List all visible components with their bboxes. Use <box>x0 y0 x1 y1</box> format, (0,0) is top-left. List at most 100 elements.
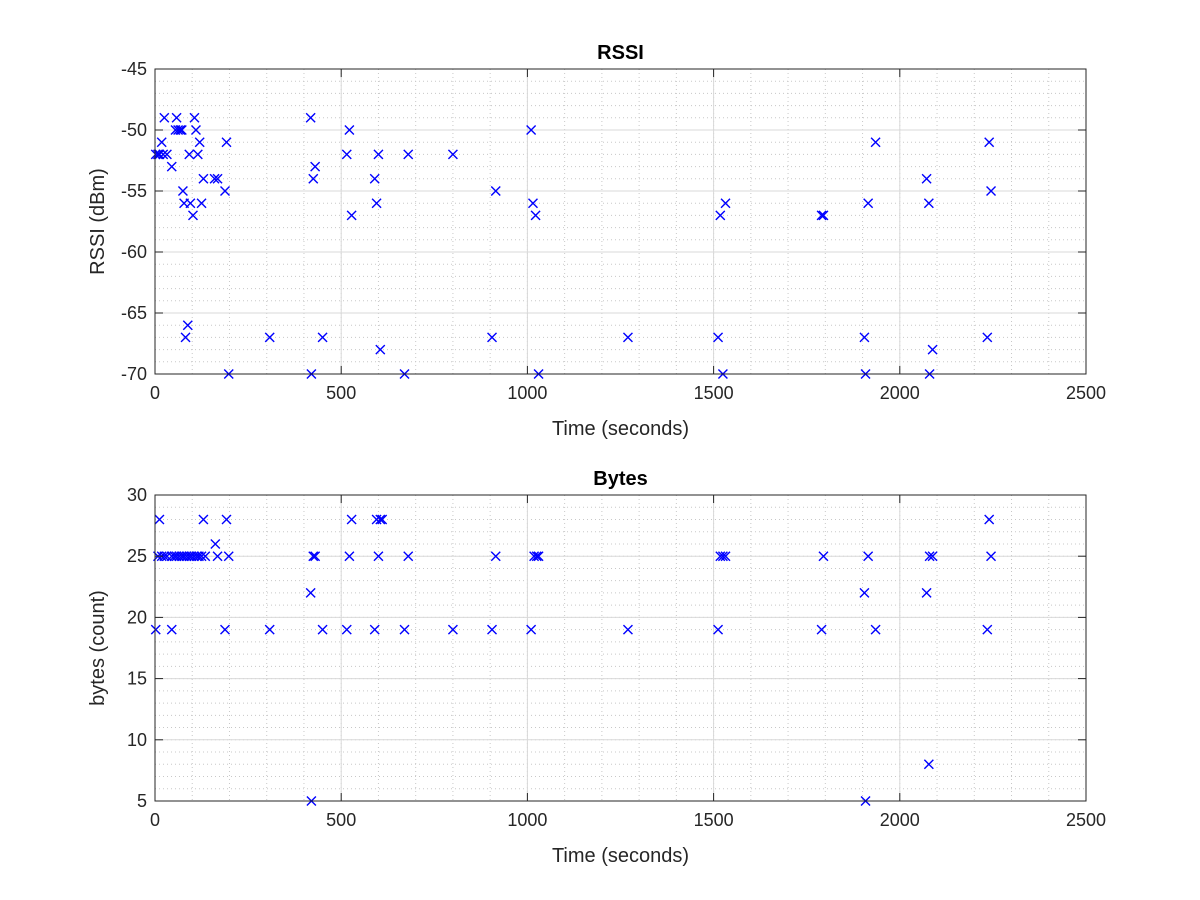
bytes-data-point <box>447 624 458 635</box>
bytes-data-point <box>927 551 938 562</box>
rssi-x-tick-label: 0 <box>150 383 160 403</box>
bytes-data-point <box>713 624 724 635</box>
rssi-data-point <box>192 149 203 160</box>
rssi-data-point <box>490 186 501 196</box>
bytes-y-tick-label: 20 <box>127 607 147 627</box>
rssi-data-point <box>527 198 538 209</box>
rssi-data-point <box>158 149 169 160</box>
bytes-data-point <box>341 624 352 635</box>
rssi-data-point <box>173 125 184 135</box>
bytes-data-point <box>526 624 537 635</box>
bytes-data-point <box>223 551 234 562</box>
rssi-data-point <box>177 186 188 196</box>
bytes-data-point <box>870 624 881 635</box>
rssi-data-point <box>816 210 827 221</box>
bytes-data-point <box>403 551 414 562</box>
bytes-data-point <box>305 587 316 598</box>
bytes-data-point <box>531 551 542 562</box>
rssi-data-point <box>196 198 207 209</box>
rssi-data-point <box>185 198 196 209</box>
rssi-data-point <box>986 186 997 196</box>
rssi-y-tick-label: -60 <box>121 242 147 262</box>
bytes-data-point <box>533 551 544 562</box>
rssi-plot-area <box>155 69 1086 374</box>
bytes-data-point <box>529 551 540 562</box>
rssi-data-point <box>182 320 193 331</box>
bytes-data-point <box>189 551 200 562</box>
rssi-x-tick-label: 1500 <box>694 383 734 403</box>
rssi-data-point <box>870 137 881 148</box>
rssi-data-point <box>209 173 220 184</box>
bytes-y-axis-label: bytes (count) <box>87 590 109 706</box>
bytes-data-point <box>161 551 172 562</box>
bytes-data-point <box>310 551 321 562</box>
rssi-data-point <box>984 137 995 148</box>
rssi-data-point <box>194 137 205 148</box>
bytes-data-point <box>174 551 185 562</box>
bytes-data-point <box>373 551 384 562</box>
bytes-data-point <box>264 624 275 635</box>
rssi-data-point <box>346 210 357 221</box>
bytes-data-point <box>196 551 207 562</box>
bytes-axes: 0 500 1000 1500 2000 2500 5 10 15 20 25 30 Bytes Time… <box>87 468 1106 867</box>
bytes-data-point <box>399 624 410 635</box>
bytes-data-point <box>859 587 870 598</box>
rssi-data-point <box>161 149 172 160</box>
rssi-x-tick-label: 1000 <box>507 383 547 403</box>
rssi-data-point <box>171 112 182 123</box>
rssi-data-point <box>220 186 231 196</box>
bytes-data-point <box>212 551 223 562</box>
bytes-data-point <box>159 551 170 562</box>
rssi-data-point <box>187 210 198 221</box>
bytes-plot-area <box>155 495 1086 801</box>
rssi-data-point <box>622 332 633 343</box>
rssi-data-point <box>154 149 165 160</box>
bytes-data-point <box>924 551 935 562</box>
bytes-data-point <box>166 624 177 635</box>
bytes-data-point <box>720 551 731 562</box>
rssi-data-point <box>198 173 209 184</box>
rssi-y-tick-label: -45 <box>121 59 147 79</box>
bytes-data-point <box>818 551 829 562</box>
bytes-data-point <box>375 514 386 525</box>
bytes-data-point <box>346 514 357 525</box>
bytes-data-point <box>377 514 388 525</box>
rssi-data-point <box>715 210 726 221</box>
bytes-y-tick-label: 25 <box>127 546 147 566</box>
rssi-x-tick-label: 500 <box>326 383 356 403</box>
rssi-data-point <box>150 149 161 160</box>
bytes-data-point <box>816 624 827 635</box>
bytes-data-point <box>191 551 202 562</box>
rssi-data-point <box>923 198 934 209</box>
bytes-data-point <box>863 551 874 562</box>
bytes-chart-title: Bytes <box>593 468 647 490</box>
bytes-data-point <box>986 551 997 562</box>
bytes-x-tick-label: 500 <box>326 810 356 830</box>
rssi-data-point <box>526 125 537 135</box>
rssi-x-tick-label: 2500 <box>1066 383 1106 403</box>
bytes-data-point <box>317 624 328 635</box>
rssi-data-point <box>530 210 541 221</box>
rssi-x-axis-label: Time (seconds) <box>552 418 689 440</box>
rssi-data-point <box>310 161 321 172</box>
bytes-data-point <box>181 551 192 562</box>
bytes-data-point <box>622 624 633 635</box>
rssi-data-point <box>166 161 177 172</box>
rssi-data-point <box>927 344 938 355</box>
bytes-x-tick-label: 1000 <box>507 810 547 830</box>
rssi-data-point <box>308 173 319 184</box>
rssi-data-point <box>180 332 191 343</box>
rssi-data-point <box>221 137 232 148</box>
rssi-data-point <box>921 173 932 184</box>
rssi-data-point <box>713 332 724 343</box>
rssi-data-point <box>369 173 380 184</box>
rssi-data-point <box>305 112 316 123</box>
rssi-data-point <box>344 125 355 135</box>
bytes-x-tick-label: 2500 <box>1066 810 1106 830</box>
bytes-data-point <box>220 624 231 635</box>
rssi-axes-frame <box>154 68 1087 375</box>
bytes-x-tick-label: 2000 <box>880 810 920 830</box>
bytes-data-point <box>210 538 221 549</box>
rssi-data-point <box>176 125 187 135</box>
